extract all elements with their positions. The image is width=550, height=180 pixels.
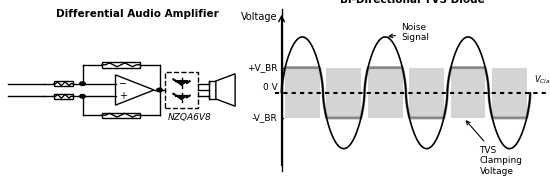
Circle shape: [157, 88, 162, 92]
Bar: [53, 81, 73, 86]
Text: −: −: [119, 79, 127, 89]
Text: NZQA6V8: NZQA6V8: [168, 113, 212, 122]
Text: Noise
Signal: Noise Signal: [389, 23, 429, 42]
Title: Bi-Directional TVS Diode: Bi-Directional TVS Diode: [340, 0, 485, 5]
Text: TVS
Clamping
Voltage: TVS Clamping Voltage: [466, 121, 522, 176]
Bar: [102, 112, 140, 118]
Bar: [165, 72, 198, 108]
Polygon shape: [176, 96, 187, 100]
Bar: [53, 94, 73, 99]
Text: +: +: [119, 91, 127, 101]
Text: +V_BR: +V_BR: [247, 63, 278, 72]
Bar: [102, 62, 140, 68]
Text: Voltage: Voltage: [241, 12, 278, 22]
Polygon shape: [176, 81, 187, 85]
Polygon shape: [216, 74, 235, 106]
Text: $V_{Clamp\_Avg}$ = 0 V: $V_{Clamp\_Avg}$ = 0 V: [534, 74, 550, 88]
Text: -V_BR: -V_BR: [252, 113, 278, 122]
Polygon shape: [116, 75, 154, 105]
Circle shape: [80, 82, 85, 86]
Text: 0 V: 0 V: [263, 83, 278, 92]
Bar: [209, 81, 216, 99]
Circle shape: [80, 94, 85, 98]
Text: Differential Audio Amplifier: Differential Audio Amplifier: [56, 9, 219, 19]
